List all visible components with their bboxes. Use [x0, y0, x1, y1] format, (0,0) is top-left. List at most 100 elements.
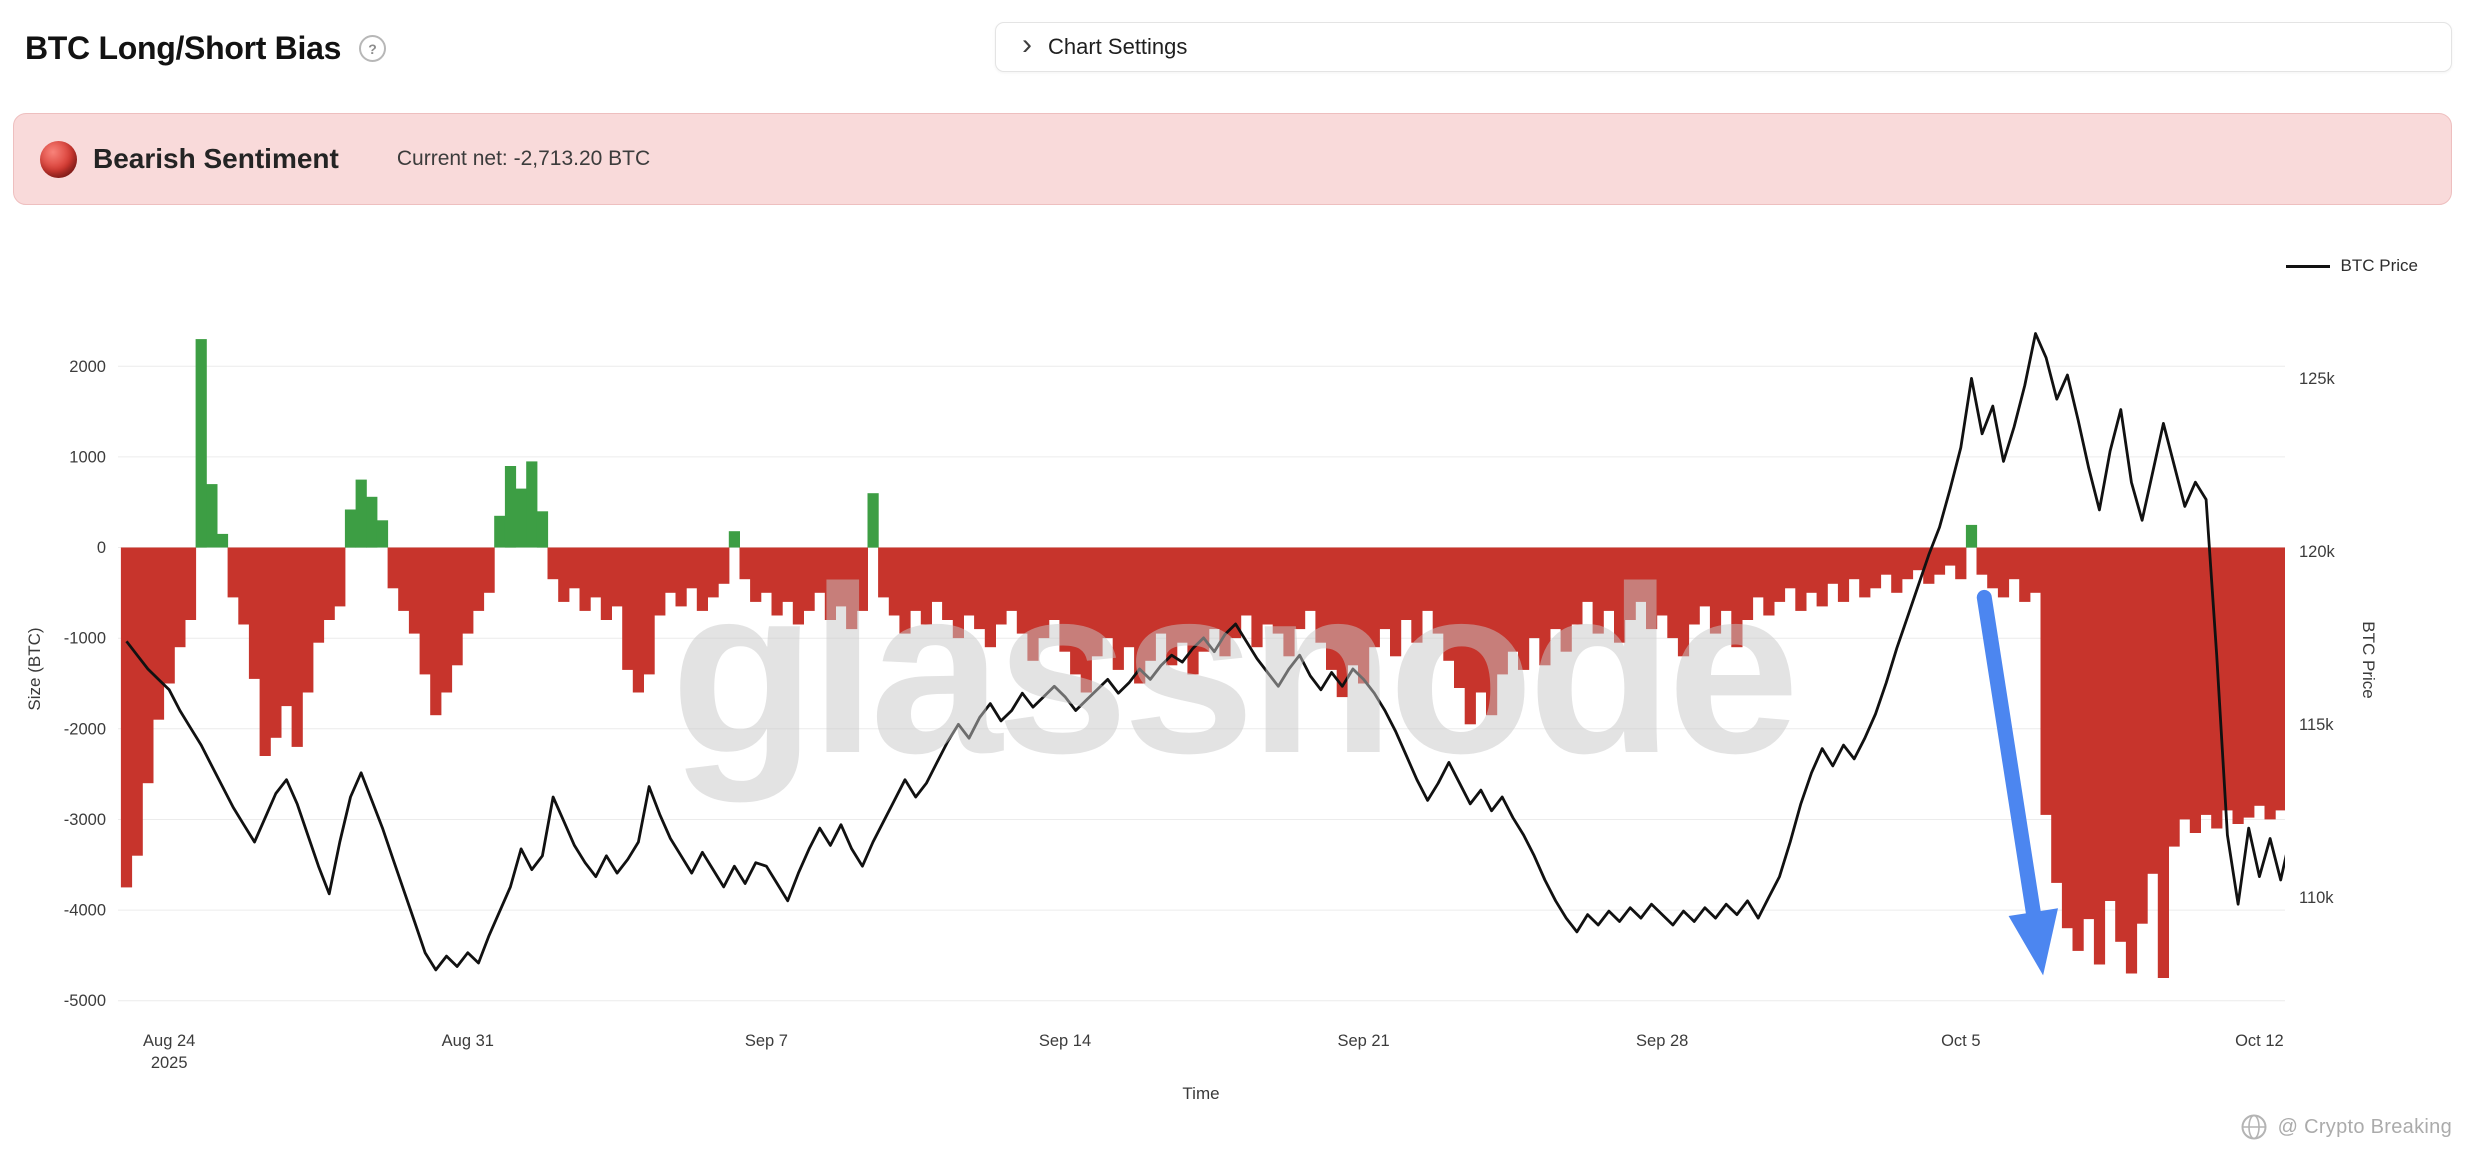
net-size-bar[interactable]: [568, 547, 581, 589]
net-size-bar[interactable]: [2029, 547, 2042, 593]
net-size-bar[interactable]: [952, 547, 964, 639]
net-size-bar[interactable]: [2189, 547, 2201, 834]
legend-item-btc-price[interactable]: BTC Price: [2285, 256, 2418, 276]
net-size-bar[interactable]: [1827, 547, 1839, 584]
net-size-bar[interactable]: [1336, 547, 1348, 698]
net-size-bar[interactable]: [1294, 547, 1306, 630]
net-size-bar[interactable]: [1112, 547, 1124, 670]
net-size-bar[interactable]: [1955, 547, 1967, 580]
net-size-bar[interactable]: [1283, 547, 1295, 657]
net-size-bar[interactable]: [206, 484, 218, 548]
net-size-bar[interactable]: [878, 547, 890, 598]
net-size-bar[interactable]: [1933, 547, 1946, 575]
net-size-bar[interactable]: [163, 547, 175, 684]
net-size-bar[interactable]: [1208, 547, 1220, 630]
net-size-bar[interactable]: [1262, 547, 1274, 625]
net-size-bar[interactable]: [1144, 547, 1156, 661]
net-size-bar[interactable]: [611, 547, 623, 607]
net-size-bar[interactable]: [579, 547, 591, 611]
net-size-bar[interactable]: [1731, 547, 1743, 648]
net-size-bar[interactable]: [2179, 547, 2191, 820]
net-size-bar[interactable]: [718, 547, 730, 584]
net-size-bar[interactable]: [1251, 547, 1263, 648]
net-size-bar[interactable]: [1464, 547, 1476, 725]
net-size-bar[interactable]: [739, 547, 751, 580]
net-size-bar[interactable]: [1965, 524, 1978, 548]
net-size-bar[interactable]: [334, 547, 346, 607]
net-size-bar[interactable]: [1070, 547, 1082, 675]
net-size-bar[interactable]: [2286, 548, 2297, 794]
net-size-bar[interactable]: [1379, 547, 1391, 630]
net-size-bar[interactable]: [664, 547, 676, 593]
net-size-bar[interactable]: [942, 547, 954, 621]
net-size-bar[interactable]: [1816, 547, 1828, 607]
net-size-bar[interactable]: [1080, 547, 1092, 693]
net-size-bar[interactable]: [472, 547, 485, 611]
net-size-bar[interactable]: [835, 547, 847, 607]
net-size-bar[interactable]: [1411, 547, 1423, 643]
net-size-bar[interactable]: [2040, 547, 2052, 815]
net-size-bar[interactable]: [1528, 547, 1540, 639]
net-size-bar[interactable]: [1155, 547, 1167, 634]
net-size-bar[interactable]: [1859, 547, 1871, 598]
net-size-bar[interactable]: [1230, 547, 1242, 639]
net-size-bar[interactable]: [302, 547, 314, 693]
net-size-bar[interactable]: [451, 547, 463, 666]
net-size-bar[interactable]: [2232, 547, 2244, 825]
net-size-bar[interactable]: [1048, 547, 1060, 621]
net-size-bar[interactable]: [184, 547, 197, 621]
net-size-bar[interactable]: [483, 547, 495, 593]
net-size-bar[interactable]: [1614, 547, 1626, 643]
net-size-bar[interactable]: [899, 547, 911, 634]
net-size-bar[interactable]: [120, 547, 133, 888]
net-size-bar[interactable]: [398, 547, 410, 611]
net-size-bar[interactable]: [1752, 547, 1764, 598]
net-size-bar[interactable]: [974, 547, 986, 630]
net-size-bar[interactable]: [1923, 547, 1935, 584]
net-size-bar[interactable]: [1795, 547, 1807, 611]
net-size-bar[interactable]: [1518, 547, 1530, 670]
net-size-bar[interactable]: [1976, 547, 1988, 575]
net-size-bar[interactable]: [174, 547, 186, 648]
net-size-bar[interactable]: [1368, 547, 1380, 648]
net-size-bar[interactable]: [1656, 547, 1668, 616]
net-size-bar[interactable]: [984, 547, 996, 648]
net-size-bar[interactable]: [1475, 547, 1487, 693]
net-size-bar[interactable]: [1741, 547, 1754, 621]
net-size-bar[interactable]: [1134, 547, 1146, 684]
net-size-bar[interactable]: [2200, 547, 2212, 815]
net-size-bar[interactable]: [782, 547, 794, 602]
net-size-bar[interactable]: [2083, 547, 2095, 920]
net-size-bar[interactable]: [494, 515, 506, 548]
net-size-bar[interactable]: [2157, 547, 2169, 979]
net-size-bar[interactable]: [2211, 547, 2223, 829]
net-size-bar[interactable]: [2104, 547, 2116, 902]
net-size-bar[interactable]: [142, 547, 154, 784]
net-size-bar[interactable]: [1997, 547, 2010, 598]
net-size-bar[interactable]: [2253, 547, 2265, 806]
net-size-bar[interactable]: [1432, 547, 1444, 634]
net-size-bar[interactable]: [1550, 547, 1562, 630]
net-size-bar[interactable]: [814, 547, 826, 593]
net-size-bar[interactable]: [2125, 547, 2138, 974]
net-size-bar[interactable]: [558, 547, 570, 602]
net-size-bar[interactable]: [1454, 547, 1466, 689]
net-size-bar[interactable]: [643, 547, 655, 675]
net-size-bar[interactable]: [419, 547, 431, 675]
net-size-bar[interactable]: [1635, 547, 1647, 602]
net-size-bar[interactable]: [536, 511, 549, 548]
net-size-bar[interactable]: [2168, 547, 2180, 847]
net-size-bar[interactable]: [1176, 547, 1188, 643]
net-size-bar[interactable]: [270, 547, 282, 738]
net-size-bar[interactable]: [771, 547, 783, 616]
net-size-bar[interactable]: [1016, 547, 1028, 634]
net-size-bar[interactable]: [1091, 547, 1103, 657]
net-size-bar[interactable]: [1837, 547, 1850, 602]
net-size-bar[interactable]: [1901, 547, 1914, 580]
net-size-bar[interactable]: [1891, 547, 1903, 593]
net-size-bar[interactable]: [2115, 547, 2127, 942]
net-size-bar[interactable]: [995, 547, 1007, 625]
net-size-bar[interactable]: [1358, 547, 1370, 684]
net-size-bar[interactable]: [2136, 547, 2148, 924]
net-size-bar[interactable]: [888, 547, 900, 616]
